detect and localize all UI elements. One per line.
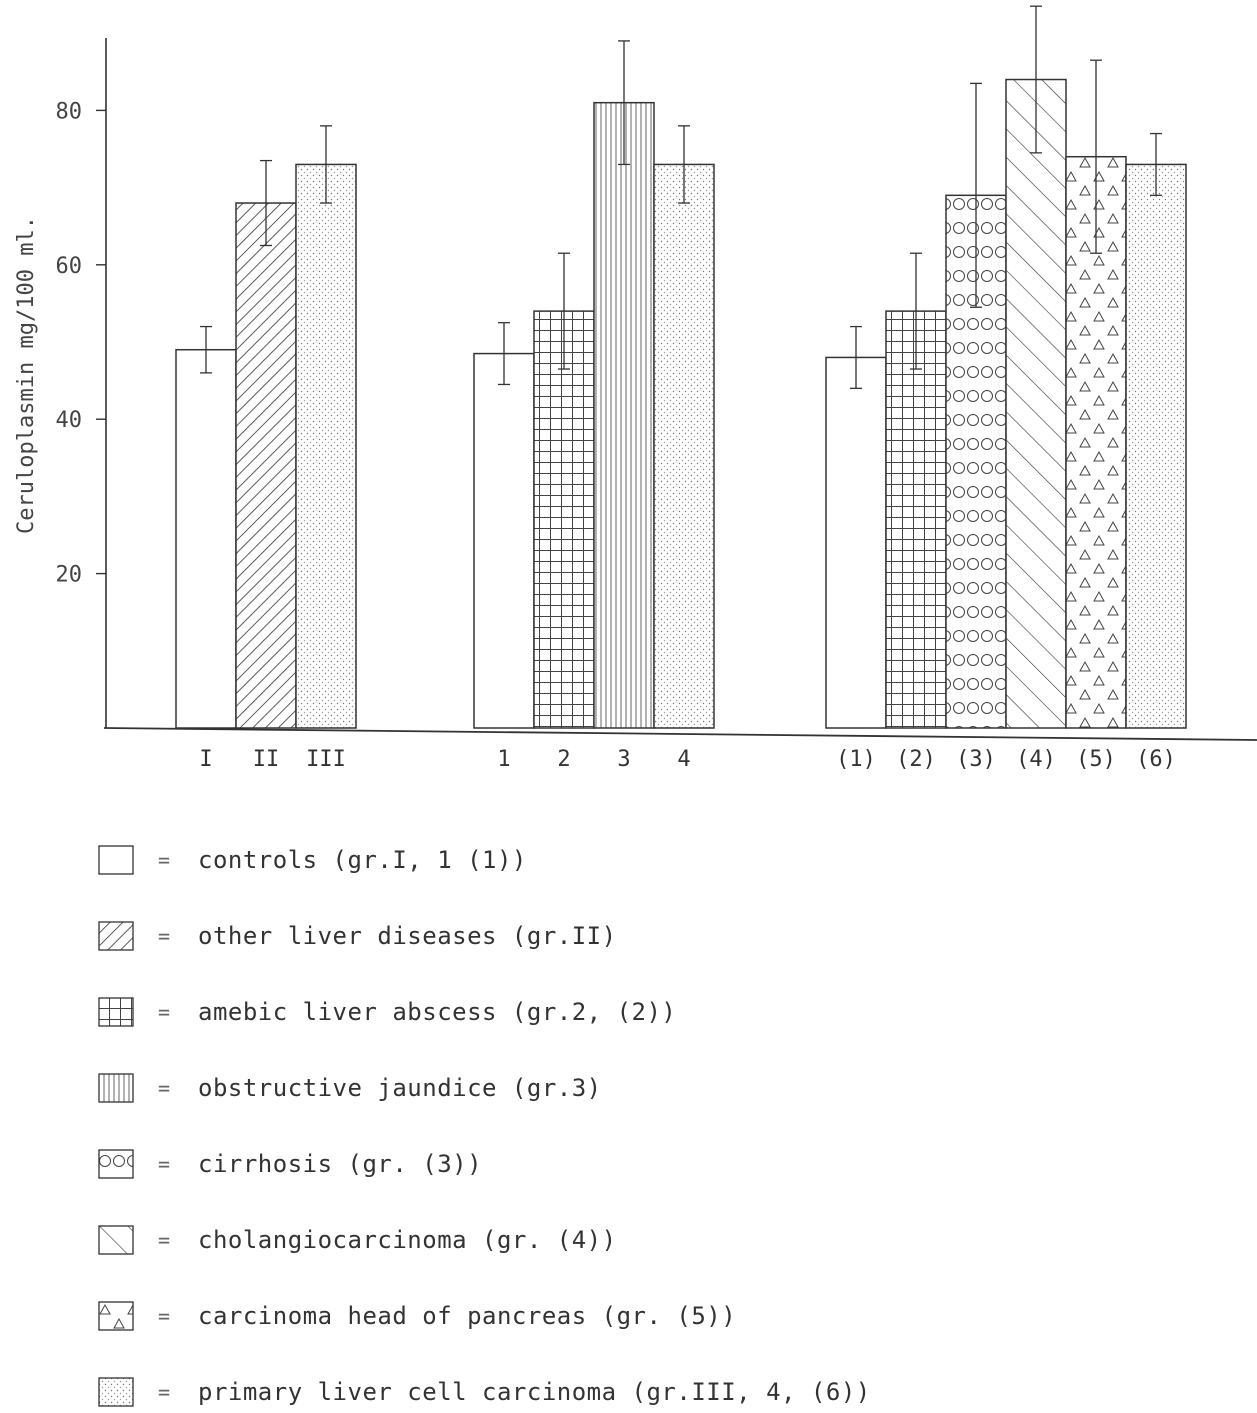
bar-other_liver — [235, 202, 297, 729]
y-tick-label: 60 — [56, 254, 83, 279]
x-tick-label: 4 — [677, 747, 690, 772]
bar-plc — [653, 163, 715, 729]
x-tick-label: I — [199, 747, 212, 772]
legend-item: = carcinoma head of pancreas (gr. (5)) — [98, 1296, 736, 1336]
x-tick-label: (3) — [956, 747, 996, 772]
legend-item: = obstructive jaundice (gr.3) — [98, 1068, 602, 1108]
bar-controls — [175, 348, 237, 729]
legend-equals: = — [157, 1152, 171, 1176]
bar-plc — [1125, 163, 1187, 729]
x-tick-label: 1 — [497, 747, 510, 772]
legend-label: cirrhosis (gr. (3)) — [198, 1150, 483, 1178]
legend-label: carcinoma head of pancreas (gr. (5)) — [198, 1302, 737, 1330]
bar-controls — [825, 356, 887, 729]
legend-item: = amebic liver abscess (gr.2, (2)) — [98, 992, 676, 1032]
legend-equals: = — [157, 1076, 171, 1100]
bar-controls — [473, 352, 535, 729]
bar-amebic — [885, 310, 947, 729]
legend-swatch-other_liver — [98, 921, 134, 951]
legend-item: = controls (gr.I, 1 (1)) — [98, 840, 527, 880]
legend-equals: = — [157, 1304, 171, 1328]
legend-swatch-amebic — [98, 997, 134, 1027]
legend-equals: = — [157, 1228, 171, 1252]
legend-swatch-controls — [98, 845, 134, 875]
legend-item: = other liver diseases (gr.II) — [98, 916, 617, 956]
legend-label: primary liver cell carcinoma (gr.III, 4,… — [198, 1378, 871, 1406]
legend-item: = primary liver cell carcinoma (gr.III, 4… — [98, 1372, 871, 1412]
bar-obstructive — [593, 101, 655, 729]
x-tick-label: (2) — [896, 747, 936, 772]
legend-label: other liver diseases (gr.II) — [198, 922, 617, 950]
legend-equals: = — [157, 924, 171, 948]
x-tick-label: (4) — [1016, 747, 1056, 772]
legend-label: amebic liver abscess (gr.2, (2)) — [198, 998, 677, 1026]
x-tick-label: 3 — [617, 747, 630, 772]
x-tick-label: 2 — [557, 747, 570, 772]
x-tick-label: (5) — [1076, 747, 1116, 772]
y-tick-label: 80 — [56, 99, 83, 124]
legend-equals: = — [157, 1380, 171, 1404]
legend-equals: = — [157, 848, 171, 872]
legend-label: controls (gr.I, 1 (1)) — [198, 846, 527, 874]
legend-item: = cholangiocarcinoma (gr. (4)) — [98, 1220, 617, 1260]
legend-swatch-cholangio — [98, 1225, 134, 1255]
x-tick-label: (6) — [1136, 747, 1176, 772]
bar-plc — [295, 163, 357, 729]
legend-equals: = — [157, 1000, 171, 1024]
legend-swatch-pancreas — [98, 1301, 134, 1331]
x-tick-label: II — [253, 747, 280, 772]
x-axis-line — [103, 727, 1257, 741]
legend-label: cholangiocarcinoma (gr. (4)) — [198, 1226, 617, 1254]
y-axis-label: Ceruloplasmin mg/100 ml. — [14, 216, 39, 534]
y-tick-label: 20 — [56, 563, 83, 588]
legend-swatch-cirrhosis — [98, 1149, 134, 1179]
y-tick-label: 40 — [56, 408, 83, 433]
x-tick-label: (1) — [836, 747, 876, 772]
legend-item: = cirrhosis (gr. (3)) — [98, 1144, 482, 1184]
bar-amebic — [533, 310, 595, 729]
legend-swatch-obstructive — [98, 1073, 134, 1103]
legend-label: obstructive jaundice (gr.3) — [198, 1074, 602, 1102]
bar-cholangio — [1005, 78, 1067, 729]
legend-swatch-plc — [98, 1377, 134, 1407]
x-tick-label: III — [306, 747, 346, 772]
